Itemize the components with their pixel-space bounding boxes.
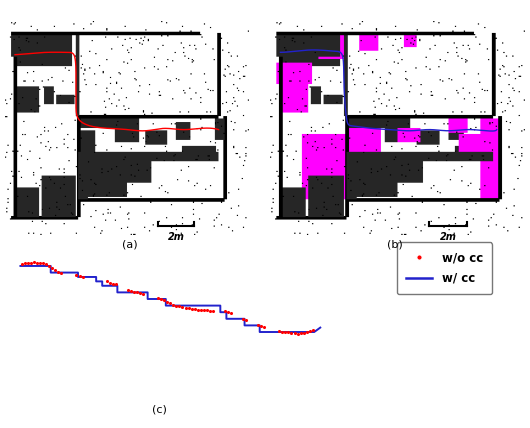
Point [197,306,205,313]
Point [48,265,57,272]
Text: (a): (a) [122,240,138,250]
Point [75,272,84,279]
Point [109,280,117,287]
Point [199,306,208,313]
Point [175,303,184,310]
Point [296,330,305,337]
Point [181,304,190,311]
Point [190,306,199,312]
Point [123,287,132,294]
Point [45,262,54,269]
Point [193,306,202,313]
Point [54,268,63,275]
Point [303,329,311,336]
Point [30,259,38,266]
Text: (c): (c) [152,404,166,414]
Point [139,291,147,297]
Point [27,259,36,266]
Point [299,330,308,336]
Point [287,330,296,336]
Point [257,323,266,330]
Point [308,327,317,333]
Point [127,288,135,294]
Point [166,300,174,307]
Point [293,330,302,337]
Point [24,260,32,267]
Point [39,260,47,267]
Point [36,259,45,266]
Point [208,308,217,315]
Point [202,307,211,314]
Point [42,260,50,267]
Point [133,289,142,296]
Point [172,302,181,309]
Text: 2m: 2m [440,232,457,242]
Point [169,301,178,308]
Point [281,329,290,336]
Point [57,269,66,276]
Point [78,273,87,280]
Point [220,308,229,315]
Point [130,288,138,295]
Point [239,315,248,322]
Point [136,290,144,297]
Point [178,304,187,311]
Point [278,328,287,335]
Point [105,279,114,286]
Point [254,322,262,329]
Point [21,259,29,266]
Point [187,305,196,312]
Point [305,328,314,335]
Point [284,329,293,336]
Point [160,297,169,304]
Text: 2m: 2m [167,232,184,242]
Point [275,328,284,335]
Point [290,330,299,337]
Point [112,281,120,288]
Point [163,299,172,306]
Point [157,296,165,303]
Point [227,309,235,316]
Point [72,271,81,278]
Point [102,278,111,285]
Point [154,294,163,301]
Point [224,309,232,315]
Point [206,307,214,314]
Point [17,260,26,267]
Text: (b): (b) [387,240,403,250]
Point [260,323,269,330]
Legend: w/o cc, w/ cc: w/o cc, w/ cc [397,242,492,294]
Point [33,260,41,267]
Point [184,305,193,312]
Point [51,267,59,274]
Point [242,316,250,323]
